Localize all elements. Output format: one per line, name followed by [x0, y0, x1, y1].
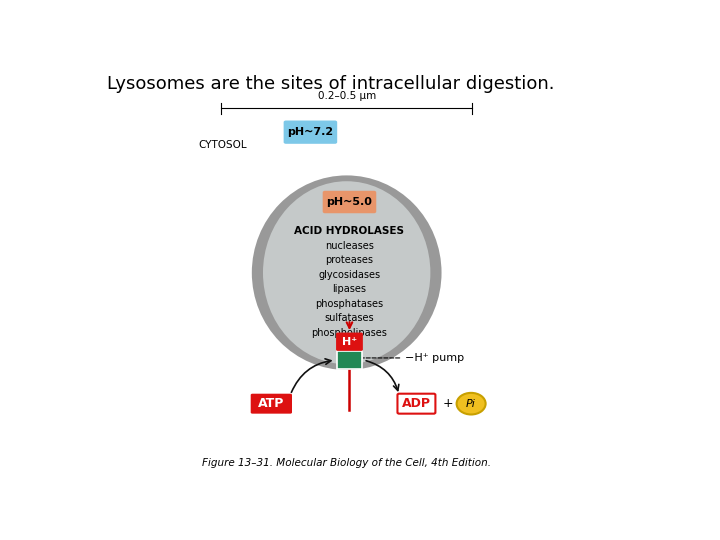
Text: Lysosomes are the sites of intracellular digestion.: Lysosomes are the sites of intracellular… [107, 75, 554, 93]
FancyBboxPatch shape [397, 394, 436, 414]
Text: phosphatases: phosphatases [315, 299, 384, 309]
Text: glycosidases: glycosidases [318, 270, 381, 280]
Text: 0.2–0.5 μm: 0.2–0.5 μm [318, 91, 376, 101]
Text: H⁺: H⁺ [342, 337, 357, 347]
Text: phospholipases: phospholipases [312, 328, 387, 338]
FancyBboxPatch shape [336, 333, 363, 351]
FancyBboxPatch shape [251, 394, 292, 414]
Text: pH~5.0: pH~5.0 [327, 197, 372, 207]
Text: +: + [442, 397, 453, 410]
Text: sulfatases: sulfatases [325, 313, 374, 323]
Text: pH~7.2: pH~7.2 [287, 127, 333, 137]
FancyBboxPatch shape [337, 351, 361, 369]
Text: Figure 13–31. Molecular Biology of the Cell, 4th Edition.: Figure 13–31. Molecular Biology of the C… [202, 458, 491, 468]
Text: −H⁺ pump: −H⁺ pump [405, 353, 464, 363]
Ellipse shape [252, 176, 441, 370]
Text: ADP: ADP [402, 397, 431, 410]
Text: proteases: proteases [325, 255, 374, 265]
FancyBboxPatch shape [284, 120, 337, 144]
Circle shape [456, 393, 485, 415]
Ellipse shape [263, 181, 431, 364]
Text: Pi: Pi [466, 399, 476, 409]
Text: ACID HYDROLASES: ACID HYDROLASES [294, 226, 405, 236]
Text: CYTOSOL: CYTOSOL [199, 140, 248, 150]
FancyBboxPatch shape [323, 191, 377, 213]
Text: ATP: ATP [258, 397, 284, 410]
Text: lipases: lipases [333, 285, 366, 294]
Text: nucleases: nucleases [325, 241, 374, 251]
